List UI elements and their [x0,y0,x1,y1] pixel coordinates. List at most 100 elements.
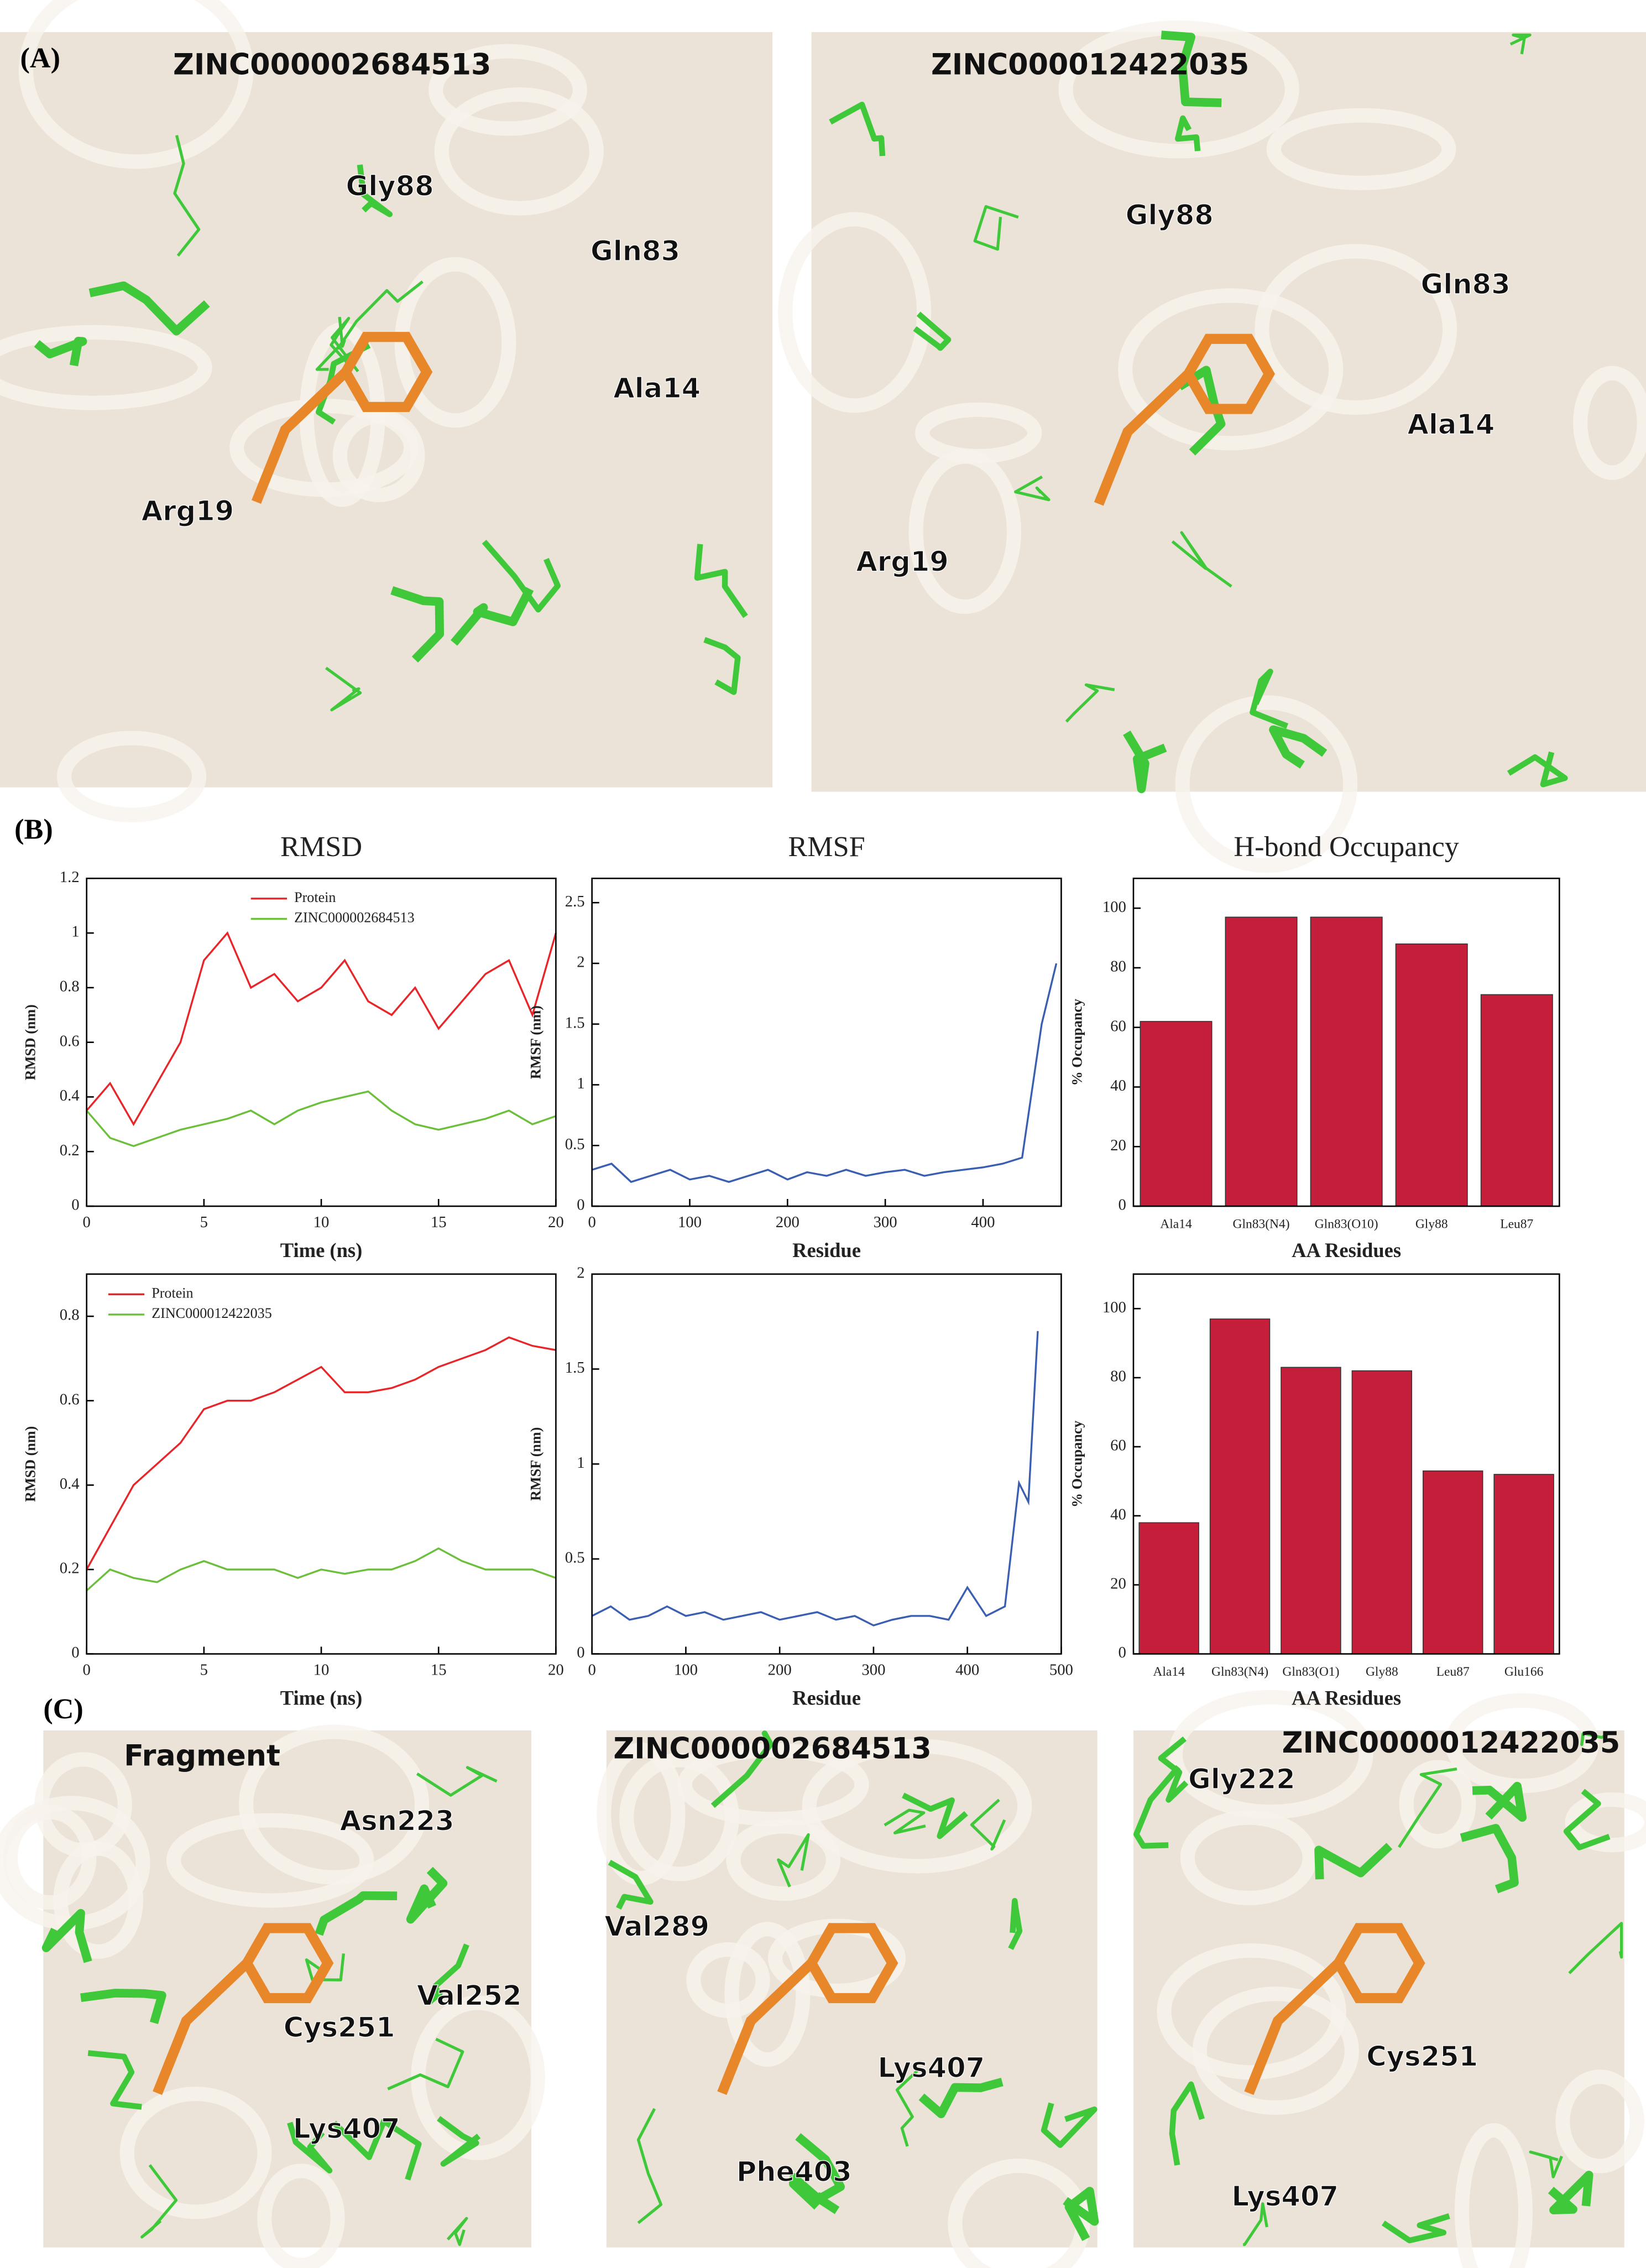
residue-stick [1158,1736,1189,1803]
residue-stick [437,2116,481,2167]
x-tick-label: Gln83(O1) [1282,1665,1339,1679]
residue-stick [1381,2213,1450,2244]
ribbon [908,449,1021,614]
x-tick-label: 10 [313,1661,330,1679]
x-tick-label: Gln83(N4) [1211,1665,1268,1679]
x-axis-label: AA Residues [1292,1239,1401,1261]
structure-title: ZINC0000012422035 [1282,1727,1621,1760]
x-tick-label: 100 [678,1213,702,1231]
residue-label: Lys407 [293,2113,400,2145]
residue-stick [390,586,445,663]
ribbon [778,212,932,413]
y-axis-label: RMSF (nm) [527,1427,544,1501]
residue-stick [1008,1897,1023,1951]
residue-stick [336,280,424,350]
y-tick-label: 0.8 [60,1306,80,1324]
x-tick-label: 20 [548,1213,564,1231]
panel-label: (C) [43,1693,83,1725]
ribbon [1565,1792,1646,1853]
residue-stick [1065,683,1115,723]
x-tick-label: Ala14 [1153,1665,1185,1679]
x-tick-label: Glu166 [1504,1665,1544,1679]
residue-stick [332,2118,422,2181]
residue-stick [1509,33,1532,55]
scene-background [1133,1730,1624,2248]
ribbon [1573,366,1646,480]
residue-label: Lys407 [878,2052,985,2084]
y-tick-label: 0 [71,1196,79,1214]
ribbon [429,44,587,136]
data-line [86,931,557,1127]
residue-stick [325,666,362,712]
residue-stick [895,2068,921,2147]
ligand-stick [1244,1959,1342,2095]
residue-stick [406,1866,448,1924]
residue-stick [1171,531,1232,588]
ribbon [394,257,516,428]
bar [1423,1470,1483,1655]
y-tick-label: 0 [577,1196,584,1214]
ribbon [53,1841,144,1959]
y-tick-label: 1 [577,1454,584,1472]
ribbon [1168,1690,1373,1819]
residue-stick [1175,115,1201,152]
residue-stick [1041,2102,1098,2149]
x-tick-label: 5 [200,1213,208,1231]
data-line [592,963,1058,1183]
y-tick-label: 80 [1110,958,1126,976]
data-line [591,1331,1039,1626]
y-tick-label: 20 [1110,1574,1126,1592]
x-tick-label: 400 [971,1213,995,1231]
x-tick-label: Gln83(N4) [1232,1217,1289,1231]
residue-stick [1529,2150,1563,2178]
bar [1138,1522,1199,1655]
y-axis-label: RMSD (nm) [22,1004,38,1080]
residue-label: Cys251 [1366,2040,1478,2072]
residue-stick [1123,731,1167,794]
residue-stick [1398,1767,1457,1848]
panel-label: (A) [20,42,61,74]
residue-label: Gln83 [1421,268,1511,300]
chart-title: H-bond Occupancy [1234,831,1459,863]
y-tick-label: 40 [1110,1505,1126,1523]
x-tick-label: Gly88 [1415,1217,1448,1231]
residue-label: Gly222 [1188,1763,1295,1795]
residue-stick [1314,1843,1393,1880]
x-tick-label: 20 [548,1661,564,1679]
y-tick-label: 2 [577,953,584,971]
residue-label: Gly88 [346,170,434,202]
y-tick-label: 100 [1102,1299,1126,1316]
y-tick-label: 1.5 [565,1359,585,1377]
ribbon [166,1813,374,1908]
residue-stick [426,1943,469,2005]
ribbon [1192,1987,1359,2115]
residue-stick [1563,1789,1611,1850]
ribbon [1175,695,1358,873]
residue-stick [80,1989,166,2024]
bar [1395,943,1468,1207]
ribbon [56,731,207,822]
bar [1310,916,1383,1207]
y-axis-label: RMSD (nm) [22,1426,38,1502]
y-tick-label: 40 [1110,1077,1126,1094]
data-line [86,1547,556,1592]
legend-label: ZINC000012422035 [151,1305,272,1321]
ribbon [1157,1943,1346,2080]
residue-stick [34,336,87,367]
y-axis-label: % Occupancy [1069,999,1085,1086]
residue-stick [1243,2202,1268,2246]
residue-stick [1568,1922,1623,1974]
y-tick-label: 0 [577,1644,584,1661]
chart-title: RMSD [280,831,362,863]
legend-label: Protein [151,1285,193,1301]
residue-stick [788,2173,840,2214]
y-axis-label: RMSF (nm) [527,1005,544,1079]
y-tick-label: 0.6 [60,1032,80,1050]
residue-stick [1250,668,1289,729]
residue-stick [357,164,393,217]
legend-label: Protein [294,889,336,905]
x-tick-label: 400 [955,1661,979,1679]
residue-stick [41,1909,92,1963]
plot-frame [1132,1273,1560,1655]
y-tick-label: 80 [1110,1368,1126,1385]
